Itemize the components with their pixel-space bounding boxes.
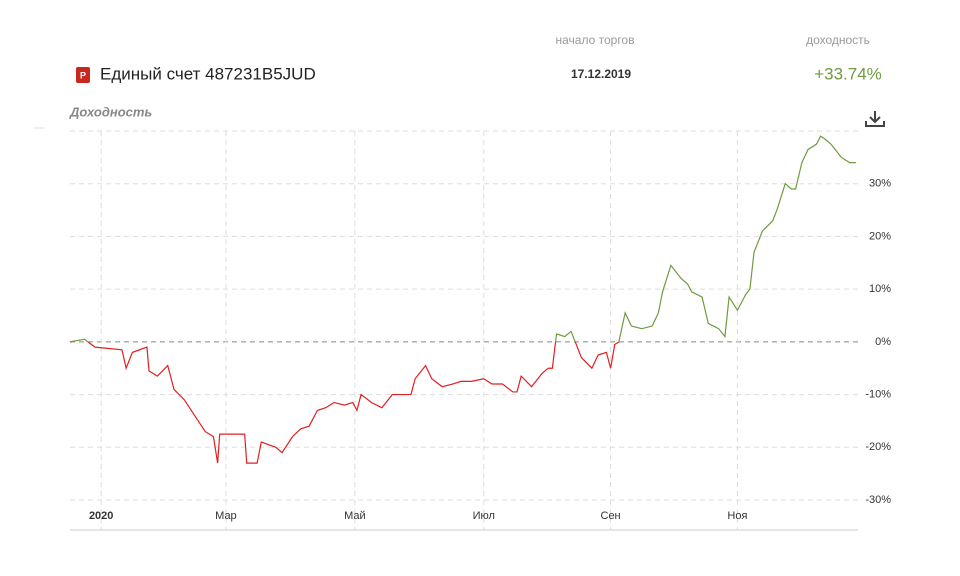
start-date: 17.12.2019 — [571, 67, 631, 81]
y-tick-label: 10% — [869, 283, 891, 295]
x-tick-label: Сен — [601, 510, 621, 522]
yield-line — [69, 135, 856, 464]
y-tick-label: 20% — [869, 230, 891, 242]
x-tick-label: Мар — [215, 510, 237, 522]
yield-value: +33.74% — [814, 64, 882, 83]
y-tick-label: -20% — [865, 441, 891, 453]
y-tick-label: 0% — [875, 336, 891, 348]
start-label: начало торгов — [556, 33, 635, 47]
y-tick-label: 30% — [869, 178, 891, 190]
x-tick-label: 2020 — [89, 510, 113, 522]
account-name[interactable]: Единый счет 487231B5JUD — [100, 64, 316, 83]
account-icon-text: P — [80, 70, 86, 80]
account-icon — [76, 67, 90, 83]
chart-title: Доходность — [69, 104, 152, 119]
yield-label: доходность — [806, 33, 870, 47]
x-tick-label: Июл — [473, 510, 495, 522]
y-tick-label: -10% — [865, 388, 891, 400]
y-tick-label: -30% — [865, 494, 891, 506]
x-tick-label: Май — [344, 510, 366, 522]
x-tick-label: Ноя — [727, 510, 747, 522]
download-icon[interactable] — [865, 111, 885, 127]
